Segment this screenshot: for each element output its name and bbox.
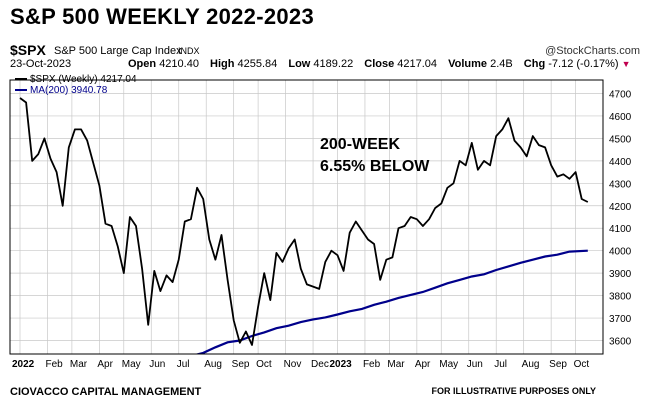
ticker-description: S&P 500 Large Cap Index <box>54 45 182 57</box>
plot-area <box>9 79 604 355</box>
legend-price-label: $SPX (Weekly) 4217.04 <box>30 74 137 85</box>
legend-ma-label: MA(200) 3940.78 <box>30 85 108 96</box>
y-tick-label: 4600 <box>609 112 632 123</box>
spx-price-line <box>19 97 589 346</box>
chg-label: Chg <box>523 58 546 70</box>
x-tick-label: Aug <box>522 359 540 370</box>
x-tick-label: Jun <box>149 359 165 370</box>
x-tick-label: Oct <box>574 359 590 370</box>
y-tick-label: 3600 <box>609 337 632 348</box>
high-label: High <box>210 58 235 70</box>
y-tick-label: 4300 <box>609 179 632 190</box>
y-tick-label: 4400 <box>609 157 632 168</box>
x-tick-label: Apr <box>415 359 431 370</box>
y-tick-label: 4000 <box>609 247 632 258</box>
stockcharts-watermark: @StockCharts.com <box>545 45 640 57</box>
close-label: Close <box>364 58 395 70</box>
footer-credit: CIOVACCO CAPITAL MANAGEMENT <box>10 386 202 398</box>
chart-title: S&P 500 WEEKLY 2022-2023 <box>10 4 314 29</box>
footer-disclaimer: FOR ILLUSTRATIVE PURPOSES ONLY <box>431 386 596 396</box>
y-tick-label: 3800 <box>609 292 632 303</box>
y-tick-label: 4500 <box>609 134 632 145</box>
grid-lines <box>10 80 603 354</box>
chg-value: -7.12 (-0.17%) <box>548 58 619 70</box>
y-tick-label: 4100 <box>609 224 632 235</box>
x-tick-label: Feb <box>363 359 381 370</box>
annotation-line-1: 200-WEEK <box>320 136 400 153</box>
x-tick-label: May <box>439 359 458 370</box>
x-tick-label: Mar <box>70 359 88 370</box>
x-tick-label: Feb <box>45 359 63 370</box>
x-tick-label: Dec <box>311 359 329 370</box>
volume-value: 2.4B <box>490 58 513 70</box>
x-tick-label: Sep <box>549 359 567 370</box>
x-tick-label: Apr <box>97 359 113 370</box>
x-tick-label: May <box>122 359 141 370</box>
open-value: 4210.40 <box>159 58 199 70</box>
low-value: 4189.22 <box>313 58 354 70</box>
y-tick-label: 4700 <box>609 89 632 100</box>
high-value: 4255.84 <box>237 58 278 70</box>
y-tick-label: 3900 <box>609 269 632 280</box>
plot-border <box>9 79 604 355</box>
x-tick-label: 2023 <box>329 359 352 370</box>
x-tick-label: Jun <box>467 359 483 370</box>
x-tick-label: Mar <box>387 359 405 370</box>
low-label: Low <box>288 58 311 70</box>
open-label: Open <box>128 58 157 70</box>
quote-date: 23-Oct-2023 <box>10 58 72 70</box>
ticker-symbol: $SPX <box>10 42 46 58</box>
x-tick-label: 2022 <box>12 359 35 370</box>
annotation-line-2: 6.55% BELOW <box>320 158 430 175</box>
legend: $SPX (Weekly) 4217.04 MA(200) 3940.78 <box>15 74 137 96</box>
exchange-label: INDX <box>178 46 200 56</box>
volume-label: Volume <box>448 58 488 70</box>
x-tick-label: Sep <box>232 359 250 370</box>
x-tick-label: Jul <box>494 359 507 370</box>
ohlc-readout: Open 4210.40 High 4255.84 Low 4189.22 Cl… <box>128 58 631 70</box>
x-tick-label: Nov <box>284 359 302 370</box>
x-tick-label: Oct <box>256 359 272 370</box>
x-axis-ticks: 2022 Feb Mar Apr May Jun Jul Aug Sep Oct Nov Dec 202… <box>12 359 589 370</box>
y-tick-label: 4200 <box>609 202 632 213</box>
y-axis-ticks: 3600 3700 3800 3900 4000 4100 4200 4300 4400 4500… <box>609 89 632 347</box>
y-tick-label: 3700 <box>609 314 632 325</box>
x-tick-label: Aug <box>204 359 222 370</box>
ma200-line <box>194 249 588 354</box>
close-value: 4217.04 <box>397 58 438 70</box>
x-tick-label: Jul <box>177 359 190 370</box>
down-arrow-icon: ▼ <box>621 59 631 69</box>
